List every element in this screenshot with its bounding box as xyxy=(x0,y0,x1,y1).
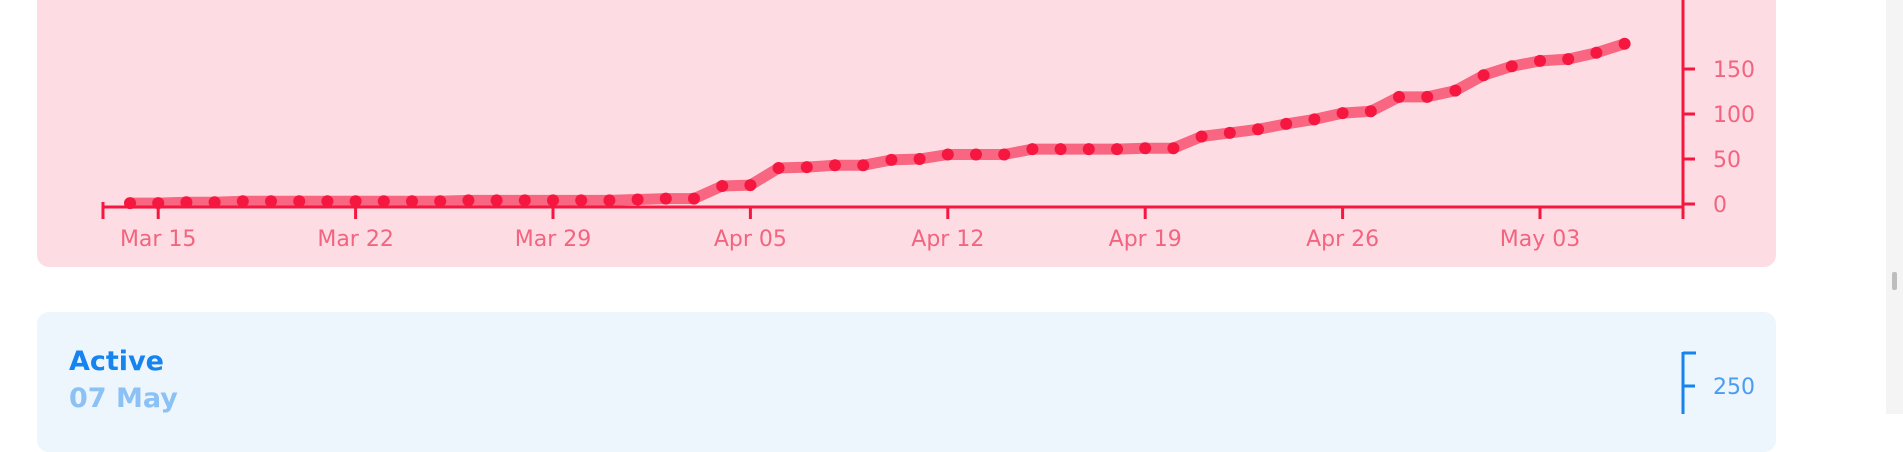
data-point xyxy=(688,192,700,205)
data-point xyxy=(575,194,588,207)
x-tick-label: May 03 xyxy=(1500,227,1580,252)
data-point xyxy=(829,159,841,172)
data-point xyxy=(1167,142,1180,155)
y-tick-label: 0 xyxy=(1713,193,1727,218)
data-point xyxy=(1336,107,1349,120)
data-point xyxy=(1562,53,1575,66)
y-tick-label: 150 xyxy=(1713,58,1755,83)
data-point xyxy=(1449,84,1462,97)
data-point xyxy=(998,148,1011,161)
data-point xyxy=(744,179,757,192)
data-point xyxy=(1139,142,1152,155)
data-point xyxy=(1618,37,1631,50)
data-point xyxy=(406,195,418,208)
data-point xyxy=(377,195,390,208)
data-point xyxy=(1111,143,1123,156)
data-point xyxy=(208,196,221,209)
x-tick-label: Apr 19 xyxy=(1109,227,1182,252)
data-point xyxy=(941,148,954,161)
series-line xyxy=(124,38,1631,209)
data-point xyxy=(1590,46,1603,59)
data-point xyxy=(1223,126,1236,139)
data-point xyxy=(293,195,306,208)
data-point xyxy=(1252,123,1264,136)
confirmed-card: 1 1 ' ' xyxy=(37,0,1776,267)
data-point xyxy=(857,159,870,172)
data-point xyxy=(659,192,672,205)
data-point xyxy=(1505,60,1518,73)
data-point xyxy=(1421,90,1434,103)
data-point xyxy=(490,194,503,207)
data-point xyxy=(1026,143,1039,156)
data-point xyxy=(462,194,475,207)
x-tick-label: Mar 15 xyxy=(120,227,197,252)
data-point xyxy=(1534,54,1546,67)
data-point xyxy=(1195,130,1208,143)
data-point xyxy=(321,195,334,208)
data-point xyxy=(603,194,616,207)
data-point xyxy=(236,195,249,208)
data-point xyxy=(800,161,813,174)
x-tick-label: Apr 26 xyxy=(1306,227,1379,252)
x-tick-label: Mar 29 xyxy=(515,227,592,252)
data-point xyxy=(265,195,277,208)
x-tick-label: Apr 12 xyxy=(911,227,984,252)
data-point xyxy=(1308,113,1321,126)
data-point xyxy=(434,195,447,208)
data-point xyxy=(885,153,898,166)
data-point xyxy=(772,162,785,174)
scrollbar-thumb[interactable] xyxy=(1892,272,1897,290)
data-point xyxy=(180,196,193,209)
data-point xyxy=(970,148,982,161)
data-point xyxy=(1280,117,1293,130)
confirmed-line-chart: Mar 15 Mar 22 Mar 29 Apr 05 Apr 12 Apr 19 Apr … xyxy=(101,0,1755,414)
y-tick-label: 50 xyxy=(1713,148,1741,173)
card-title: Active xyxy=(69,346,164,377)
vertical-scrollbar[interactable] xyxy=(1886,0,1903,414)
y-tick-label: 100 xyxy=(1713,103,1755,128)
x-tick-label: Apr 05 xyxy=(714,227,787,252)
data-point xyxy=(716,180,729,192)
active-y-tick-label: 250 xyxy=(1713,375,1755,400)
data-point xyxy=(1477,69,1490,82)
data-point xyxy=(547,194,559,207)
data-point xyxy=(1082,143,1095,156)
data-point xyxy=(913,153,926,165)
data-point xyxy=(349,195,362,208)
data-point xyxy=(518,194,531,207)
x-tick-label: Mar 22 xyxy=(317,227,394,252)
data-point xyxy=(1054,143,1067,156)
card-date: 07 May xyxy=(69,383,178,414)
data-point xyxy=(1364,105,1377,118)
data-point xyxy=(631,193,644,206)
data-point xyxy=(1393,90,1405,103)
